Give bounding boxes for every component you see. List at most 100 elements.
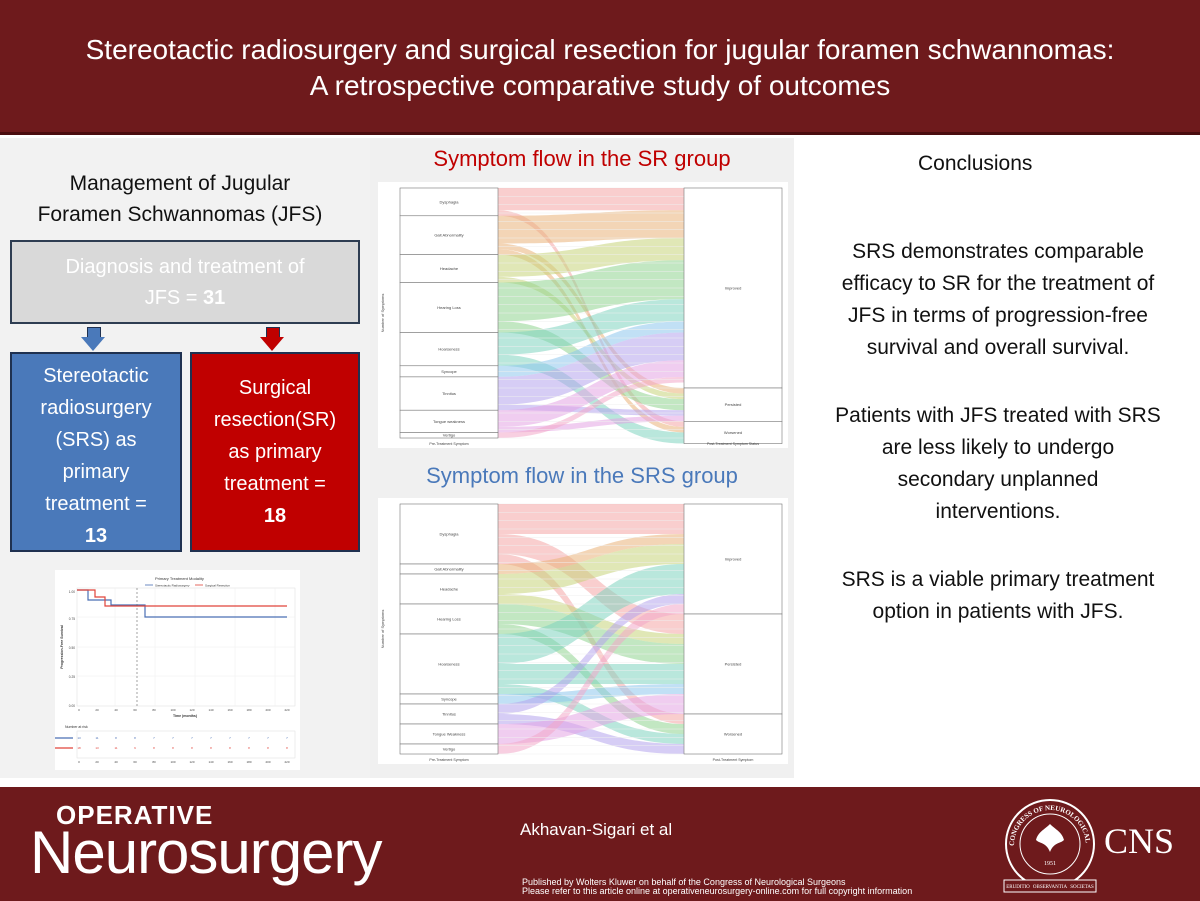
publisher-note: Published by Wolters Kluwer on behalf of… [522, 877, 913, 896]
svg-text:9: 9 [134, 746, 136, 750]
svg-text:8: 8 [172, 746, 174, 750]
sankey-node-left [399, 503, 499, 565]
sankey-flow [498, 360, 684, 427]
srs-count: 13 [84, 525, 108, 547]
sankey-node-label: Hearing Loss [437, 617, 461, 622]
svg-text:ERUDITIO: ERUDITIO [1006, 885, 1030, 890]
sankey-node-label: Syncope [441, 697, 457, 702]
svg-text:100: 100 [170, 708, 175, 712]
sankey-flows [498, 188, 684, 444]
svg-text:160: 160 [227, 760, 232, 764]
diagnosis-box: Diagnosis and treatment of JFS = 31 [10, 240, 360, 324]
header-banner: Stereotactic radiosurgery and surgical r… [0, 0, 1200, 135]
svg-text:0.50: 0.50 [69, 646, 75, 650]
sankey-node-label: Tongue weakness [433, 419, 465, 424]
sankey-node-label: Hoarseness [438, 662, 459, 667]
sankey-node-label: Persisted [725, 662, 742, 667]
sankey-flow [498, 260, 684, 322]
journal-brand-top: OPERATIVE [56, 800, 214, 830]
km-curve-srs [77, 589, 287, 618]
svg-text:0: 0 [78, 760, 80, 764]
svg-text:220: 220 [284, 760, 289, 764]
svg-text:OBSERVANTIA: OBSERVANTIA [1033, 885, 1068, 890]
svg-text:8: 8 [153, 746, 155, 750]
sankey-node-label: Gait Abnormality [434, 233, 463, 238]
svg-text:8: 8 [286, 746, 288, 750]
km-survival-plot: Primary Treatment Modality Stereotactic … [55, 570, 300, 770]
svg-text:7: 7 [286, 736, 288, 740]
svg-text:7: 7 [172, 736, 174, 740]
svg-text:18: 18 [77, 746, 81, 750]
svg-text:8: 8 [210, 746, 212, 750]
sr-box: Surgical resection(SR) as primary treatm… [190, 352, 360, 552]
svg-text:8: 8 [229, 746, 231, 750]
sankey-node-label: Tinnitus [442, 712, 456, 717]
svg-text:140: 140 [208, 760, 213, 764]
footer-banner [0, 787, 1200, 901]
sankey-node-left [399, 633, 499, 695]
svg-text:200: 200 [265, 708, 270, 712]
svg-text:13: 13 [77, 736, 81, 740]
svg-text:180: 180 [246, 708, 251, 712]
km-legend-srs: Stereotactic Radiosurgery [155, 584, 190, 588]
svg-text:1951: 1951 [1044, 861, 1056, 867]
risk-row-srs: 13 11 8 8 7 7 7 7 7 7 7 7 [77, 736, 288, 740]
svg-text:80: 80 [152, 708, 156, 712]
sankey-node-left [399, 376, 499, 411]
sankey-node-left [399, 187, 499, 217]
sankey-node-left [399, 743, 499, 755]
km-title: Primary Treatment Modality [155, 576, 204, 581]
sankey-node-label: Dysphagia [440, 199, 460, 204]
svg-text:8: 8 [248, 746, 250, 750]
risk-table-title: Number at risk [65, 725, 88, 729]
svg-text:1.00: 1.00 [69, 590, 75, 594]
sankey-node-label: Tongue Weakness [433, 732, 466, 737]
svg-text:8: 8 [191, 746, 193, 750]
sankey-node-right [683, 187, 783, 389]
svg-text:8: 8 [134, 736, 136, 740]
author-credit: Akhavan-Sigari et al [520, 820, 673, 839]
sankey-flow [498, 210, 684, 244]
sankey-sr-chart: Dysphagia Gait Abnormality Headache Hearing… [378, 182, 788, 448]
sankey-xlabel-right: Post-Treatment Symptom [713, 758, 754, 762]
risk-row-sr: 18 13 11 9 8 8 8 8 8 8 8 8 [77, 746, 288, 750]
svg-text:7: 7 [248, 736, 250, 740]
svg-text:8: 8 [115, 736, 117, 740]
svg-text:160: 160 [227, 708, 232, 712]
svg-text:13: 13 [95, 746, 99, 750]
sankey-xlabel-left: Pre-Treatment Symptom [429, 442, 468, 446]
svg-text:7: 7 [229, 736, 231, 740]
srs-box: Stereotactic radiosurgery (SRS) as prima… [10, 352, 182, 552]
sankey-node-left [399, 254, 499, 283]
sankey-node-label: Gait Abnormality [434, 567, 463, 572]
svg-text:180: 180 [246, 760, 251, 764]
sankey-node-label: Worsened [724, 430, 742, 435]
cns-seal-logo: CONGRESS OF NEUROLOGICAL SURGEONS 1951 E… [1000, 794, 1097, 893]
km-curve-sr [77, 589, 287, 607]
sankey-flow [498, 604, 684, 664]
svg-text:11: 11 [95, 736, 98, 740]
sankey-node-label: Improved [725, 557, 742, 562]
svg-text:7: 7 [153, 736, 155, 740]
conclusion-3: SRS is a viable primary treatment option … [841, 568, 1155, 623]
sankey-node-right [683, 613, 783, 715]
svg-text:40: 40 [114, 760, 118, 764]
sankey-node-label: Hearing Loss [437, 305, 461, 310]
svg-text:60: 60 [133, 708, 137, 712]
sankey-xlabel-right: Post-Treatment Symptom Status [707, 442, 759, 446]
svg-text:7: 7 [191, 736, 193, 740]
svg-text:60: 60 [133, 760, 137, 764]
svg-text:7: 7 [267, 736, 269, 740]
svg-text:120: 120 [189, 760, 194, 764]
sankey-srs-title: Symptom flow in the SRS group [426, 463, 738, 488]
sankey-node-label: Headache [440, 587, 459, 592]
km-ylabel: Progression-Free Survival [60, 625, 64, 669]
sankey-node-label: Persisted [725, 402, 742, 407]
sr-count: 18 [263, 505, 287, 527]
sankey-flow [498, 564, 684, 664]
sankey-node-right [683, 713, 783, 755]
sankey-node-label: Hoarseness [438, 347, 459, 352]
svg-text:20: 20 [95, 708, 99, 712]
svg-text:SOCIETAS: SOCIETAS [1070, 885, 1094, 890]
svg-text:0.00: 0.00 [69, 704, 75, 708]
